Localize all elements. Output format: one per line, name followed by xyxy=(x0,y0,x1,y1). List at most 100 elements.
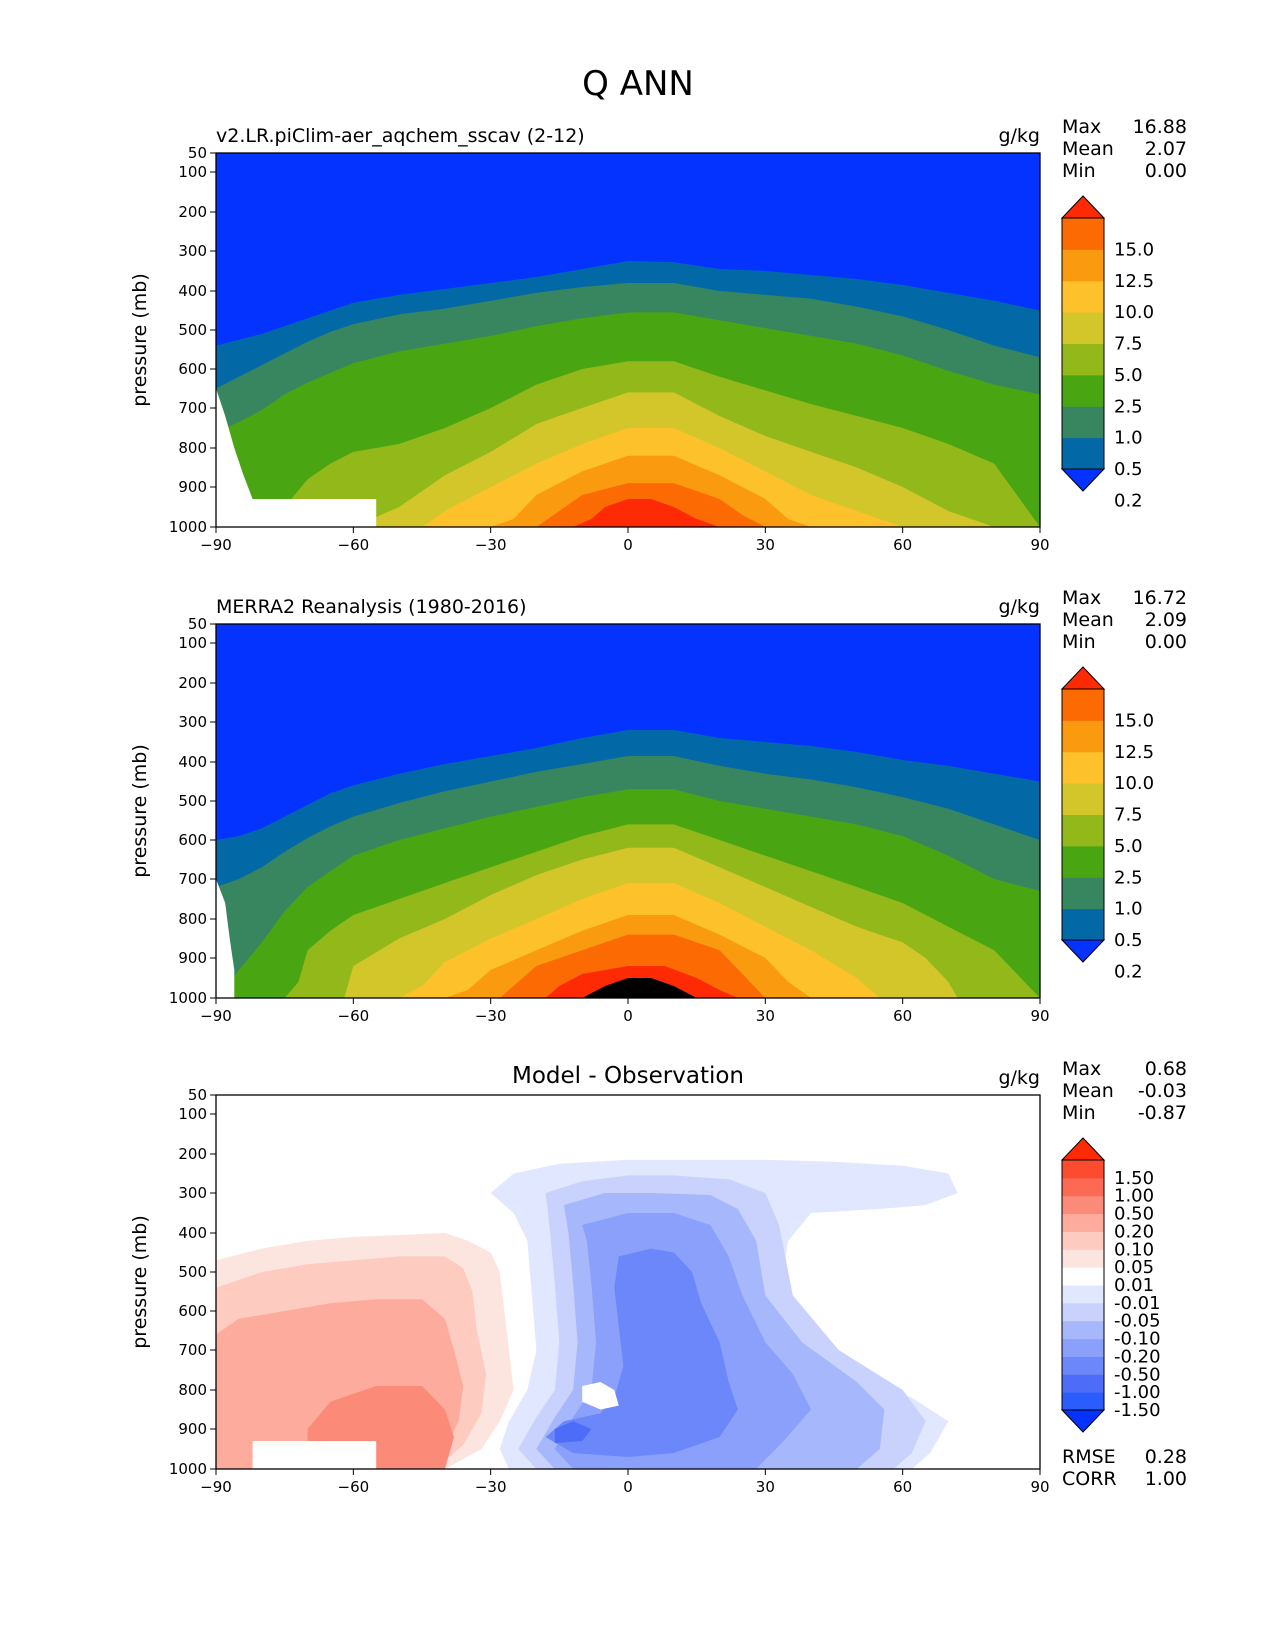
colorbar-box xyxy=(1062,280,1104,313)
y-axis-label: pressure (mb) xyxy=(129,744,151,878)
stat-label: Min xyxy=(1062,631,1096,653)
panel-subtitle: v2.LR.piClim-aer_aqchem_sscav (2-12) xyxy=(216,125,585,147)
stat-value: -0.03 xyxy=(1138,1080,1187,1102)
colorbar-box xyxy=(1062,1285,1104,1304)
colorbar-box xyxy=(1062,249,1104,282)
stat-value: 0.28 xyxy=(1145,1446,1187,1468)
colorbar-extend-min xyxy=(1060,468,1106,492)
y-tick-label: 100 xyxy=(178,163,207,181)
y-tick-label: 500 xyxy=(178,792,207,810)
x-tick-label: −60 xyxy=(338,1007,370,1025)
colorbar-extend-max xyxy=(1060,195,1106,219)
colorbar-box xyxy=(1062,343,1104,376)
colorbar-box xyxy=(1062,1267,1104,1286)
x-tick-label: 90 xyxy=(1030,1007,1049,1025)
colorbar-box xyxy=(1062,312,1104,344)
colorbar-tick-label: -1.00 xyxy=(1114,1382,1161,1403)
y-tick-label: 600 xyxy=(178,1302,207,1320)
colorbar-tick-label: -1.50 xyxy=(1114,1400,1161,1421)
x-tick-label: 30 xyxy=(756,1007,775,1025)
y-tick-label: 1000 xyxy=(169,1460,207,1478)
diff-region xyxy=(582,1382,619,1410)
colorbar-box xyxy=(1062,1177,1104,1197)
colorbar-tick-label: 1.0 xyxy=(1114,428,1143,449)
colorbar-box xyxy=(1062,1356,1104,1375)
y-tick-label: 800 xyxy=(178,439,207,457)
colorbar-box xyxy=(1062,908,1104,941)
plot-area xyxy=(216,624,1040,998)
x-tick-label: −90 xyxy=(200,1007,232,1025)
y-tick-label: 900 xyxy=(178,949,207,967)
masked-region xyxy=(252,1441,377,1469)
colorbar-tick-label: 0.20 xyxy=(1114,1221,1154,1242)
plot-area xyxy=(216,153,1040,527)
colorbar-tick-label: 2.5 xyxy=(1114,867,1143,888)
colorbar-box xyxy=(1062,1374,1104,1393)
masked-region xyxy=(216,388,377,527)
colorbar-tick-label: -0.05 xyxy=(1114,1311,1161,1332)
y-axis-label: pressure (mb) xyxy=(129,273,151,407)
x-tick-label: −30 xyxy=(475,1478,507,1496)
y-tick-label: 800 xyxy=(178,910,207,928)
panel-subtitle: MERRA2 Reanalysis (1980-2016) xyxy=(216,596,527,618)
x-tick-label: 90 xyxy=(1030,1478,1049,1496)
x-tick-label: 60 xyxy=(893,1007,912,1025)
colorbar-tick-label: 5.0 xyxy=(1114,836,1143,857)
x-tick-label: −90 xyxy=(200,1478,232,1496)
y-tick-label: 900 xyxy=(178,1420,207,1438)
y-tick-label: 50 xyxy=(188,1086,207,1104)
colorbar-box xyxy=(1062,1338,1104,1357)
contour-band-9 xyxy=(216,499,1040,527)
contour-band-10 xyxy=(216,978,1040,998)
colorbar-tick-label: 0.2 xyxy=(1114,961,1143,982)
y-tick-label: 800 xyxy=(178,1381,207,1399)
y-tick-label: 300 xyxy=(178,713,207,731)
colorbar-frame xyxy=(1061,1159,1105,1411)
colorbar-box xyxy=(1062,877,1104,910)
colorbar-box xyxy=(1062,1320,1104,1340)
x-tick-label: 30 xyxy=(756,536,775,554)
stat-label: Mean xyxy=(1062,609,1114,631)
x-tick-label: −30 xyxy=(475,1007,507,1025)
colorbar-extend-max xyxy=(1060,666,1106,690)
colorbar-tick-label: 0.01 xyxy=(1114,1275,1154,1296)
colorbar-tick-label: -0.01 xyxy=(1114,1293,1161,1314)
colorbar-tick-label: -0.20 xyxy=(1114,1346,1161,1367)
x-tick-label: 60 xyxy=(893,1478,912,1496)
stat-label: Max xyxy=(1062,1058,1101,1080)
colorbar-tick-label: 10.0 xyxy=(1114,302,1154,323)
x-tick-label: 90 xyxy=(1030,536,1049,554)
colorbar-tick-label: 12.5 xyxy=(1114,271,1154,292)
x-tick-label: 60 xyxy=(893,536,912,554)
x-tick-label: 0 xyxy=(623,1007,633,1025)
colorbar-box xyxy=(1062,783,1104,815)
colorbar-box xyxy=(1062,751,1104,784)
colorbar-box xyxy=(1062,1195,1104,1215)
stat-label: CORR xyxy=(1062,1468,1117,1490)
stat-label: Mean xyxy=(1062,1080,1114,1102)
stat-value: 1.00 xyxy=(1145,1468,1187,1490)
x-tick-label: −60 xyxy=(338,1478,370,1496)
units-label: g/kg xyxy=(998,125,1040,147)
x-tick-label: 30 xyxy=(756,1478,775,1496)
stat-value: 16.72 xyxy=(1133,587,1187,609)
y-tick-label: 300 xyxy=(178,1184,207,1202)
x-tick-label: −30 xyxy=(475,536,507,554)
colorbar-extend-min xyxy=(1060,1409,1106,1433)
x-tick-label: 0 xyxy=(623,536,633,554)
colorbar-tick-label: -0.50 xyxy=(1114,1364,1161,1385)
colorbar-box xyxy=(1062,406,1104,439)
stat-value: 16.88 xyxy=(1133,116,1187,138)
stat-label: RMSE xyxy=(1062,1446,1116,1468)
y-tick-label: 400 xyxy=(178,1224,207,1242)
x-tick-label: −90 xyxy=(200,536,232,554)
colorbar-extend-max xyxy=(1060,1137,1106,1161)
colorbar-box xyxy=(1062,1213,1104,1232)
colorbar-tick-label: 1.0 xyxy=(1114,899,1143,920)
panel-title: Model - Observation xyxy=(512,1063,744,1089)
masked-region xyxy=(216,879,235,998)
colorbar-tick-label: 7.5 xyxy=(1114,805,1143,826)
y-tick-label: 200 xyxy=(178,674,207,692)
colorbar-tick-label: 2.5 xyxy=(1114,396,1143,417)
